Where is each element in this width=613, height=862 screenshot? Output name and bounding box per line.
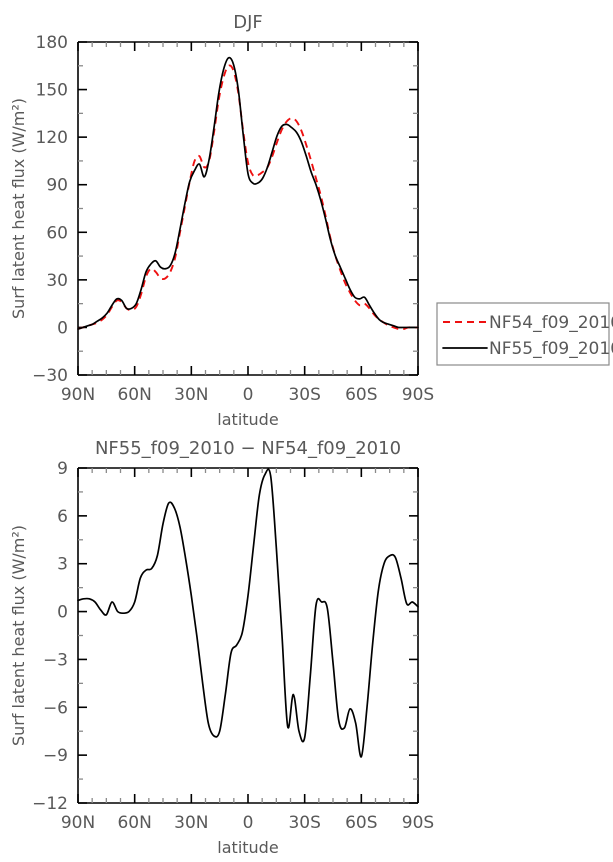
xtick-label-30N: 30N [174,813,208,833]
ytick-label-2: −6 [43,698,68,718]
xtick-label-90S: 90S [402,813,434,833]
ytick-label-7: 180 [36,33,68,53]
series-line-nf54-f09-2010 [77,64,418,331]
ytick-label-1: −9 [43,746,68,766]
xaxis-label-bottom-panel: latitude [217,838,278,857]
ytick-label-7: 9 [57,459,68,479]
ytick-label-0: −12 [32,794,68,814]
legend: NF54_f09_2010 NF55_f09_2010 [436,302,613,366]
yaxis-label-top-panel: Surf latent heat flux (W/m²) [9,98,28,319]
ytick-label-3: 60 [46,223,68,243]
ytick-label-0: −30 [32,366,68,386]
xtick-label-30S: 30S [288,385,320,405]
xtick-label-90N: 90N [61,813,95,833]
xtick-label-0: 0 [243,385,254,405]
series-line-nf55-f09-2010-nf54-f09-2010 [77,468,419,758]
legend-box [436,302,610,366]
xtick-label-60S: 60S [345,813,377,833]
xtick-label-90N: 90N [61,385,95,405]
xaxis-label-top-panel: latitude [217,410,278,429]
ytick-label-2: 30 [46,271,68,291]
xtick-label-60S: 60S [345,385,377,405]
panel-title-bottom-panel: NF55_f09_2010 − NF54_f09_2010 [95,438,401,459]
panel-title-top-panel: DJF [233,12,263,33]
ytick-label-4: 90 [46,176,68,196]
ytick-label-5: 120 [36,128,68,148]
ytick-label-1: 0 [57,318,68,338]
xtick-label-30S: 30S [288,813,320,833]
panel-bottom-panel: NF55_f09_2010 − NF54_f09_2010 90N 60N 30N 0 3… [9,438,434,857]
legend-label-2: NF55_f09_2010 [489,339,613,359]
xtick-label-60N: 60N [117,813,151,833]
ytick-label-5: 3 [57,555,68,575]
yaxis-label-bottom-panel: Surf latent heat flux (W/m²) [9,525,28,746]
ytick-label-3: −3 [43,650,68,670]
xtick-label-30N: 30N [174,385,208,405]
xtick-label-60N: 60N [117,385,151,405]
ytick-label-4: 0 [57,603,68,623]
ytick-label-6: 6 [57,507,68,527]
ytick-label-6: 150 [36,81,68,101]
series-line-nf55-f09-2010 [77,56,419,330]
legend-label-1: NF54_f09_2010 [489,313,613,333]
xtick-label-0: 0 [243,813,254,833]
panel-top-panel: DJF 90N 60N 30N 0 30S 60S 90S −30 0 30 60 90 120 150 18… [9,12,434,429]
xtick-label-90S: 90S [402,385,434,405]
